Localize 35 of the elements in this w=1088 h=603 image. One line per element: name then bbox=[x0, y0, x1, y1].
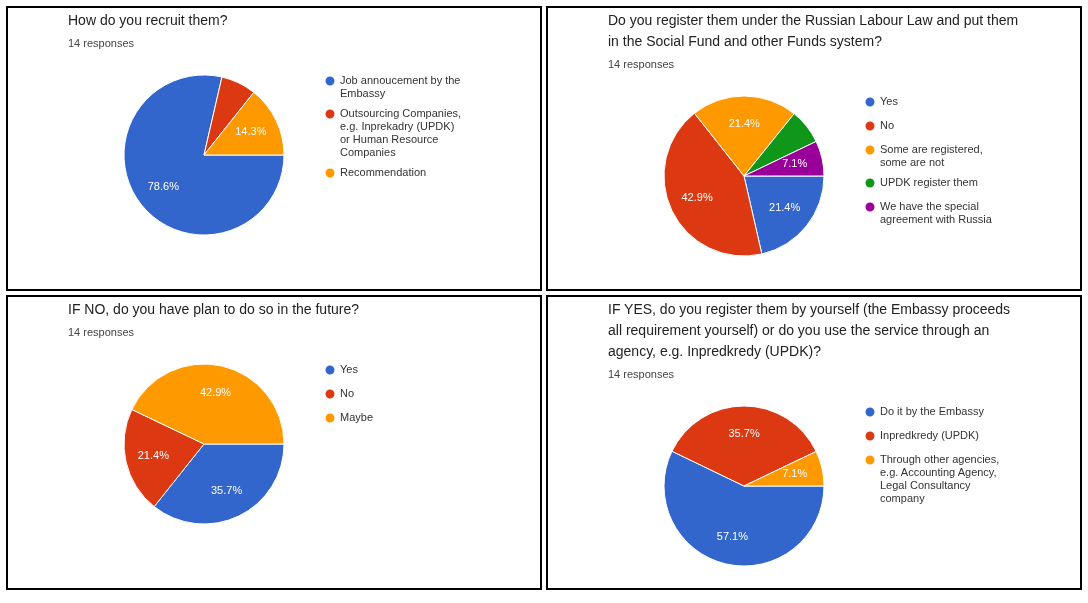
chart-subtitle: 14 responses bbox=[608, 368, 675, 380]
pie-slice bbox=[123, 74, 285, 236]
legend-label: Do it by the Embassy bbox=[880, 405, 985, 417]
legend-label: Recommendation bbox=[340, 166, 427, 178]
data-label: 14.3% bbox=[235, 125, 267, 138]
legend-label: No bbox=[340, 387, 355, 399]
legend-label: Outsourcing Companies, e.g. Inprekadry (UPDK) or Human Resource Companies bbox=[340, 107, 462, 158]
legend-label: Inpredkredy (UPDK) bbox=[880, 429, 980, 441]
chart-title: IF NO, do you have plan to do so in the future? bbox=[68, 301, 360, 317]
data-label: 21.4% bbox=[728, 117, 761, 129]
legend-label: UPDK register them bbox=[880, 176, 978, 188]
legend-label: Job annoucement by the Embassy bbox=[340, 74, 461, 99]
chart-title: How do you recruit them? bbox=[68, 12, 228, 28]
chart-subtitle: 14 responses bbox=[608, 58, 675, 70]
legend-label: Maybe bbox=[340, 411, 374, 423]
legend-label: We have the special agreement with Russia bbox=[880, 200, 993, 225]
legend-label: No bbox=[880, 119, 895, 131]
data-label: 57.1% bbox=[716, 529, 749, 542]
chart-subtitle: 14 responses bbox=[68, 37, 135, 49]
data-label: 21.4% bbox=[137, 448, 170, 461]
data-label: 42.9% bbox=[681, 191, 713, 204]
data-label: 78.6% bbox=[147, 180, 180, 193]
chart-subtitle: 14 responses bbox=[68, 326, 135, 338]
data-label: 42.9% bbox=[199, 386, 232, 399]
data-label: 7.1% bbox=[782, 157, 808, 170]
data-label: 7.1% bbox=[782, 467, 808, 480]
legend-label: Yes bbox=[340, 363, 359, 375]
chart-title: Do you register them under the Russian Labour Law and put them in the Social Fund and other Funds system? bbox=[608, 12, 1019, 49]
data-label: 35.7% bbox=[728, 427, 760, 439]
legend-label: Some are registered, some are not bbox=[880, 143, 983, 168]
legend-label: Yes bbox=[880, 95, 899, 107]
data-label: 35.7% bbox=[210, 483, 243, 496]
legend-label: Through other agencies, e.g. Accounting Agency, Legal Consultancy company bbox=[880, 453, 1000, 504]
chart-title: IF YES, do you register them by yourself (the Embassy proceeds all requirement yourself) or do you use the service through an agency, e.g. Inpredkredy (UPDK)? bbox=[608, 301, 1011, 359]
data-label: 21.4% bbox=[769, 201, 801, 214]
